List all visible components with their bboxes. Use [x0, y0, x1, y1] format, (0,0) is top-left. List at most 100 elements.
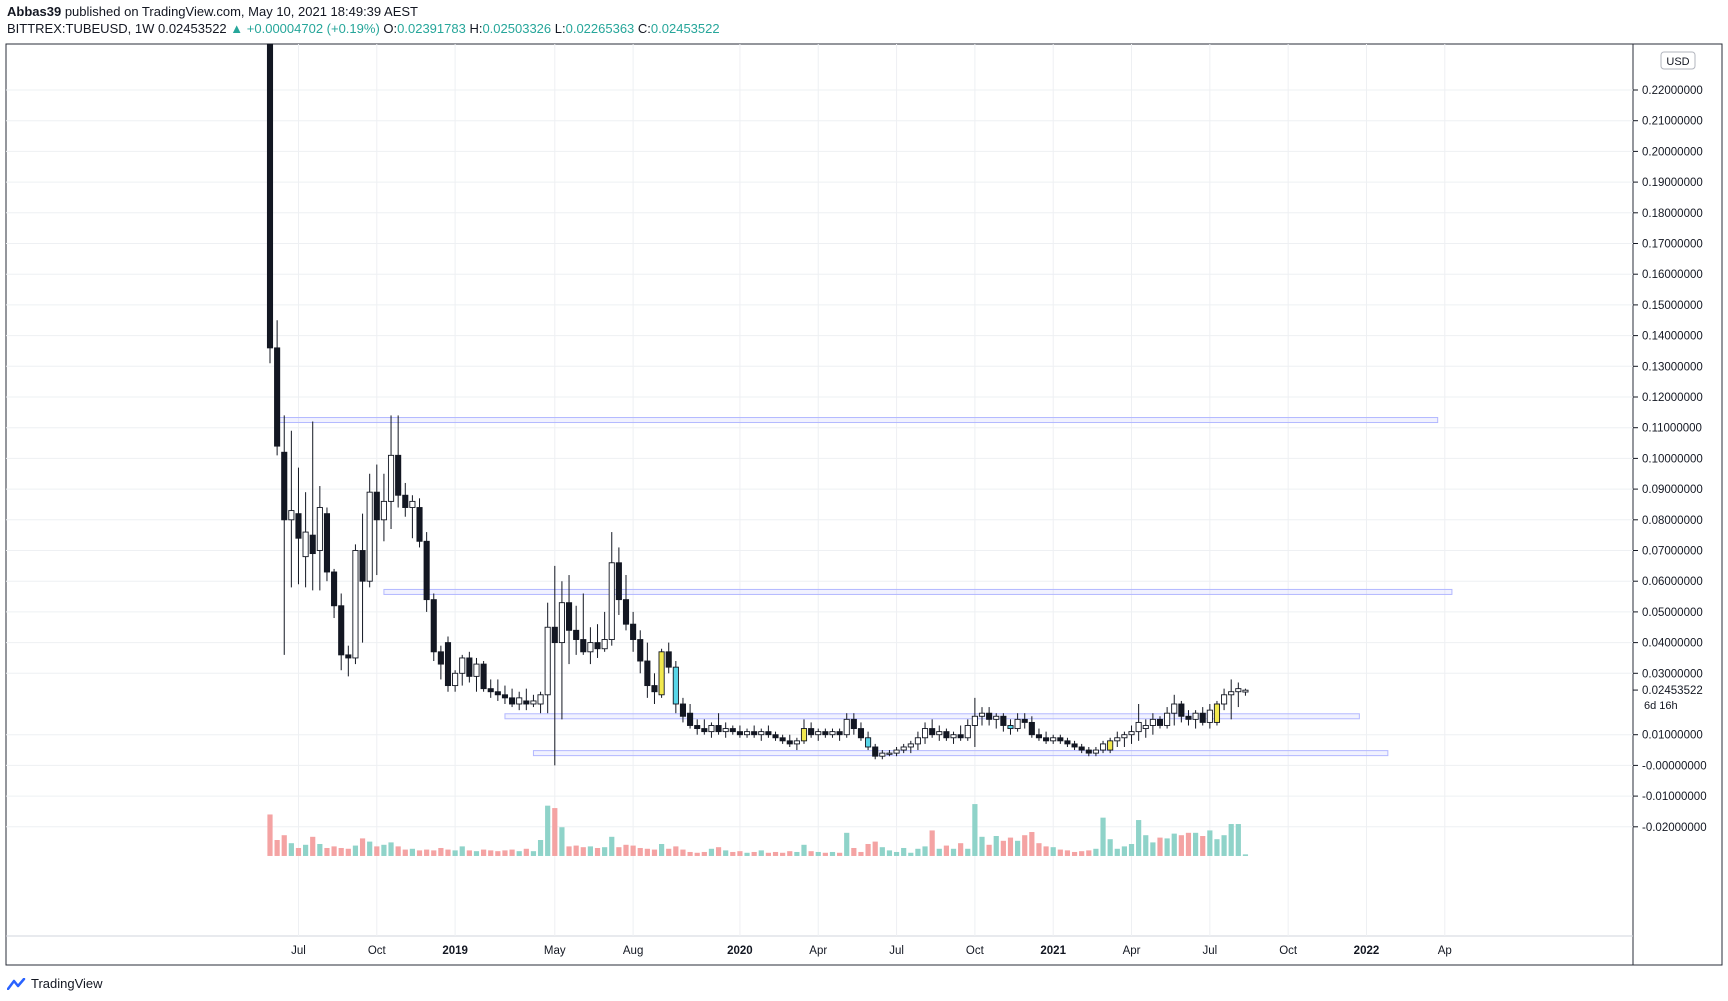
candle-body: [366, 491, 373, 582]
candle-body: [1164, 712, 1171, 726]
volume-bar: [929, 830, 935, 856]
candle-body: [722, 728, 729, 733]
candle-body: [743, 731, 751, 736]
volume-bar: [644, 848, 650, 856]
volume-bar: [908, 852, 914, 856]
volume-bar: [352, 845, 359, 856]
volume-bar: [1121, 846, 1127, 856]
volume-bar: [886, 850, 893, 856]
volume-bar: [523, 848, 529, 856]
candle-body: [359, 550, 366, 582]
volume-bar: [915, 848, 921, 856]
volume-bar: [416, 850, 423, 856]
candle-body: [615, 562, 622, 601]
candle-body: [416, 507, 423, 542]
volume-bar: [481, 849, 487, 856]
candle-body: [1171, 703, 1178, 714]
candle-body: [1000, 715, 1007, 726]
candle-body: [658, 651, 665, 696]
volume-bar: [602, 847, 608, 856]
volume-bar: [431, 850, 437, 856]
author-name[interactable]: Abbas39: [7, 4, 62, 19]
candle-body: [1043, 737, 1050, 742]
candle-body: [914, 737, 921, 745]
symbol-label: BITTREX:TUBEUSD, 1W: [7, 21, 155, 36]
volume-bar: [922, 846, 928, 856]
candle-body: [872, 746, 879, 757]
volume-bar: [388, 842, 394, 856]
high-value: 0.02503326: [482, 21, 552, 36]
volume-bar: [829, 851, 836, 856]
candle-body: [494, 691, 501, 696]
candle-body: [758, 731, 765, 736]
candle-body: [1178, 703, 1185, 717]
volume-bar: [680, 849, 686, 856]
candle-body: [950, 734, 957, 739]
candle-body: [594, 642, 601, 650]
volume-bar: [587, 846, 593, 856]
volume-bar: [623, 844, 629, 856]
candle-body: [665, 651, 672, 668]
volume-bar: [659, 843, 665, 856]
candle-body: [630, 623, 637, 640]
candle-body: [836, 731, 843, 736]
candle-body: [1114, 737, 1121, 742]
volume-bar: [267, 814, 273, 856]
volume-bar: [858, 851, 864, 856]
volume-bar: [751, 851, 757, 856]
candle-body: [573, 629, 580, 640]
candle-body: [921, 728, 929, 739]
volume-bar: [1221, 835, 1227, 856]
volume-bar: [473, 851, 480, 856]
volume-bar: [737, 851, 743, 856]
candle-body: [373, 491, 380, 521]
volume-bar: [958, 843, 964, 856]
last-value: 0.02453522: [157, 21, 227, 36]
price-tick-label: 0.15000000: [1642, 300, 1703, 312]
time-tick-label: 2022: [1354, 945, 1380, 957]
time-axis-labels: Jul Oct 2019 May Aug 2020 Apr Jul Oct 2021 Apr Jul O…: [291, 945, 1452, 957]
price-tick-label: 0.13000000: [1642, 361, 1703, 373]
volume-bar: [331, 846, 337, 856]
candle-body: [430, 599, 437, 653]
candle-body: [1142, 725, 1149, 730]
price-tick-label: 0.08000000: [1642, 515, 1703, 527]
candle-body: [530, 700, 537, 705]
footer-brand[interactable]: TradingView: [7, 976, 103, 991]
candle-body: [302, 531, 309, 558]
candle-body: [580, 639, 587, 653]
volume-bar: [530, 851, 537, 856]
close-value: 0.02453522: [650, 21, 720, 36]
candle-body: [715, 725, 722, 733]
volume-bar: [965, 848, 971, 856]
candle-body: [1092, 749, 1099, 754]
candle-body: [701, 728, 708, 733]
currency-badge[interactable]: [1660, 51, 1696, 70]
change-value: ▲ +0.00004702 (+0.19%): [230, 21, 380, 36]
price-tick-label: 0.22000000: [1642, 85, 1703, 97]
volume-bar: [893, 851, 900, 856]
volume-bar: [723, 850, 729, 856]
volume-bar: [950, 848, 957, 856]
candle-body: [936, 731, 943, 736]
time-tick-label: Oct: [1279, 945, 1298, 957]
time-tick-label: Jul: [889, 945, 904, 957]
candle-body: [509, 697, 516, 705]
volume-bar: [1086, 850, 1092, 856]
price-tick-label: 0.16000000: [1642, 269, 1703, 281]
candle-body: [1199, 712, 1206, 723]
candle-body: [815, 731, 822, 736]
candle-body: [452, 672, 459, 687]
ohlc-legend: BITTREX:TUBEUSD, 1W 0.02453522 ▲ +0.0000…: [7, 21, 720, 36]
candle-body: [772, 734, 779, 739]
candle-body: [986, 712, 993, 720]
price-tick-label: 0.17000000: [1642, 239, 1703, 251]
volume-bar: [1228, 824, 1234, 856]
volume-bar: [837, 852, 843, 856]
volume-bar: [936, 848, 942, 856]
candle-body: [1107, 740, 1114, 751]
volume-bar: [1057, 849, 1063, 856]
open-label: O:: [383, 21, 398, 36]
volume-bar: [516, 851, 522, 856]
